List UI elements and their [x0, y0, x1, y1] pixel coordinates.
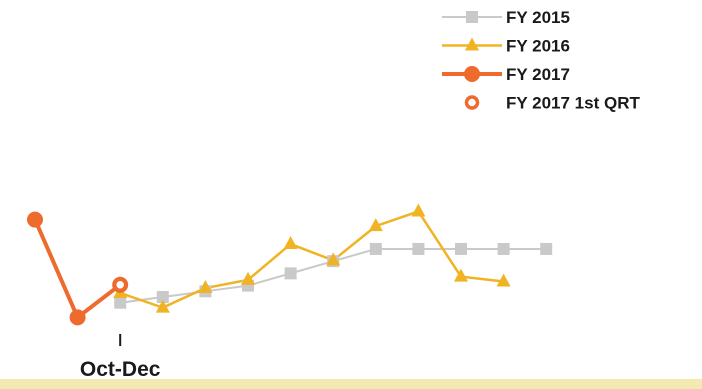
legend-label-fy-2016: FY 2016 [506, 37, 570, 56]
point-fy-2015-2 [114, 296, 127, 309]
legend: FY 2015 FY 2016 FY 2017 FY 2017 1st QRT [442, 8, 640, 113]
legend-marker-fy-2017-1st-qrt [464, 95, 480, 110]
point-fy-2016-3 [155, 299, 170, 313]
point-fy-2015-12 [540, 242, 553, 255]
point-fy-2017-0 [27, 211, 43, 228]
point-fy-2016-7 [326, 252, 341, 266]
series-lines [33, 210, 547, 320]
legend-label-fy-2015: FY 2015 [506, 8, 570, 27]
point-fy-2015-10 [455, 242, 467, 255]
point-fy-2015-11 [497, 242, 510, 255]
legend-marker-fy-2016 [465, 37, 479, 51]
point-fy-2015-9 [412, 242, 425, 255]
point-fy-2017-1st-qrt-2 [112, 277, 128, 293]
bottom-band [0, 379, 702, 389]
legend-label-fy-2017: FY 2017 [506, 65, 570, 84]
point-fy-2016-6 [283, 236, 298, 250]
point-fy-2017-1 [69, 309, 86, 326]
point-fy-2015-8 [369, 242, 382, 255]
point-fy-2015-6 [284, 267, 297, 280]
legend-marker-fy-2017 [464, 66, 480, 82]
series-markers [27, 203, 553, 326]
point-fy-2015-3 [156, 291, 169, 304]
x-tick-label: Oct-Dec [80, 358, 161, 381]
series-line-fy-2017 [33, 218, 122, 320]
point-fy-2016-10 [454, 268, 468, 282]
x-axis-ticks: Oct-Dec [80, 334, 161, 381]
legend-label-fy-2017-1st-qrt: FY 2017 1st QRT [506, 94, 640, 113]
legend-marker-fy-2015 [466, 11, 478, 23]
point-fy-2016-9 [411, 203, 426, 217]
point-fy-2016-4 [198, 280, 213, 294]
point-fy-2016-5 [241, 271, 255, 285]
series-line-fy-2016 [119, 210, 504, 309]
point-fy-2016-8 [368, 218, 383, 232]
point-fy-2016-11 [496, 273, 511, 287]
